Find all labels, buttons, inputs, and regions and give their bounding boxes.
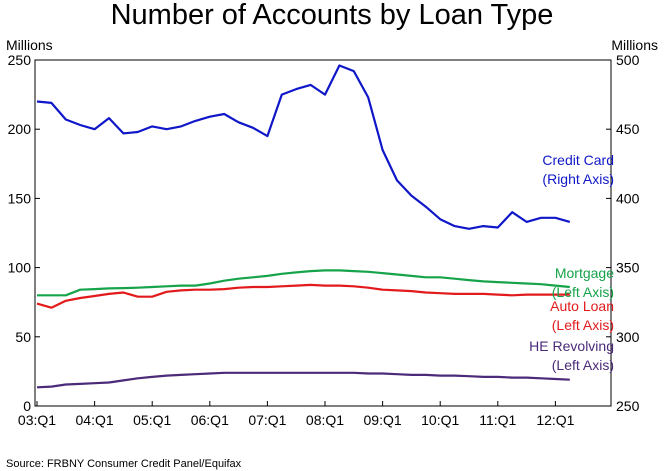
x-tick-label: 03:Q1 xyxy=(18,412,56,428)
x-tick-label: 04:Q1 xyxy=(76,412,114,428)
right-tick-label: 300 xyxy=(616,329,640,345)
auto-loan-line xyxy=(36,283,570,309)
axis-ticks: 0 50 100 150 200 250 250 300 350 400 450 500 03:Q1 04… xyxy=(8,52,640,428)
auto-loan-label: Auto Loan xyxy=(550,298,614,314)
he-revolving-axis-label: (Left Axis) xyxy=(552,357,614,373)
x-tick-label: 12:Q1 xyxy=(536,412,574,428)
right-tick-label: 250 xyxy=(616,398,640,414)
he-revolving-label: HE Revolving xyxy=(529,338,614,354)
x-tick-label: 06:Q1 xyxy=(191,412,229,428)
x-tick-label: 07:Q1 xyxy=(248,412,286,428)
right-axis-unit: Millions xyxy=(611,37,658,53)
source-note: Source: FRBNY Consumer Credit Panel/Equi… xyxy=(6,458,242,470)
left-tick-label: 200 xyxy=(8,121,32,137)
x-tick-label: 05:Q1 xyxy=(133,412,171,428)
series-lines xyxy=(36,64,571,389)
left-tick-label: 150 xyxy=(8,190,32,206)
x-tick-label: 11:Q1 xyxy=(479,412,516,428)
left-tick-label: 50 xyxy=(15,329,31,345)
right-tick-label: 500 xyxy=(616,52,640,68)
x-tick-label: 08:Q1 xyxy=(306,412,344,428)
credit-card-axis-label: (Right Axis) xyxy=(542,171,614,187)
right-tick-label: 450 xyxy=(616,121,640,137)
credit-card-line xyxy=(36,64,571,230)
left-axis-unit: Millions xyxy=(6,37,53,53)
plot-frame xyxy=(34,59,612,407)
mortgage-line xyxy=(37,269,570,297)
auto-loan-axis-label: (Left Axis) xyxy=(552,317,614,333)
credit-card-label: Credit Card xyxy=(542,152,614,168)
x-tick-label: 09:Q1 xyxy=(364,412,402,428)
right-tick-label: 400 xyxy=(616,190,640,206)
left-tick-label: 100 xyxy=(8,260,32,276)
mortgage-label: Mortgage xyxy=(555,265,614,281)
left-tick-label: 0 xyxy=(23,398,31,414)
he-revolving-line xyxy=(36,371,570,389)
mortgage-axis-label: (Left Axis) xyxy=(552,284,614,300)
series-labels: Credit Card (Right Axis) Mortgage (Left Axi… xyxy=(529,152,614,373)
left-tick-label: 250 xyxy=(8,52,32,68)
x-tick-label: 10:Q1 xyxy=(421,412,459,428)
chart-title: Number of Accounts by Loan Type xyxy=(111,0,554,31)
right-tick-label: 350 xyxy=(616,260,640,276)
